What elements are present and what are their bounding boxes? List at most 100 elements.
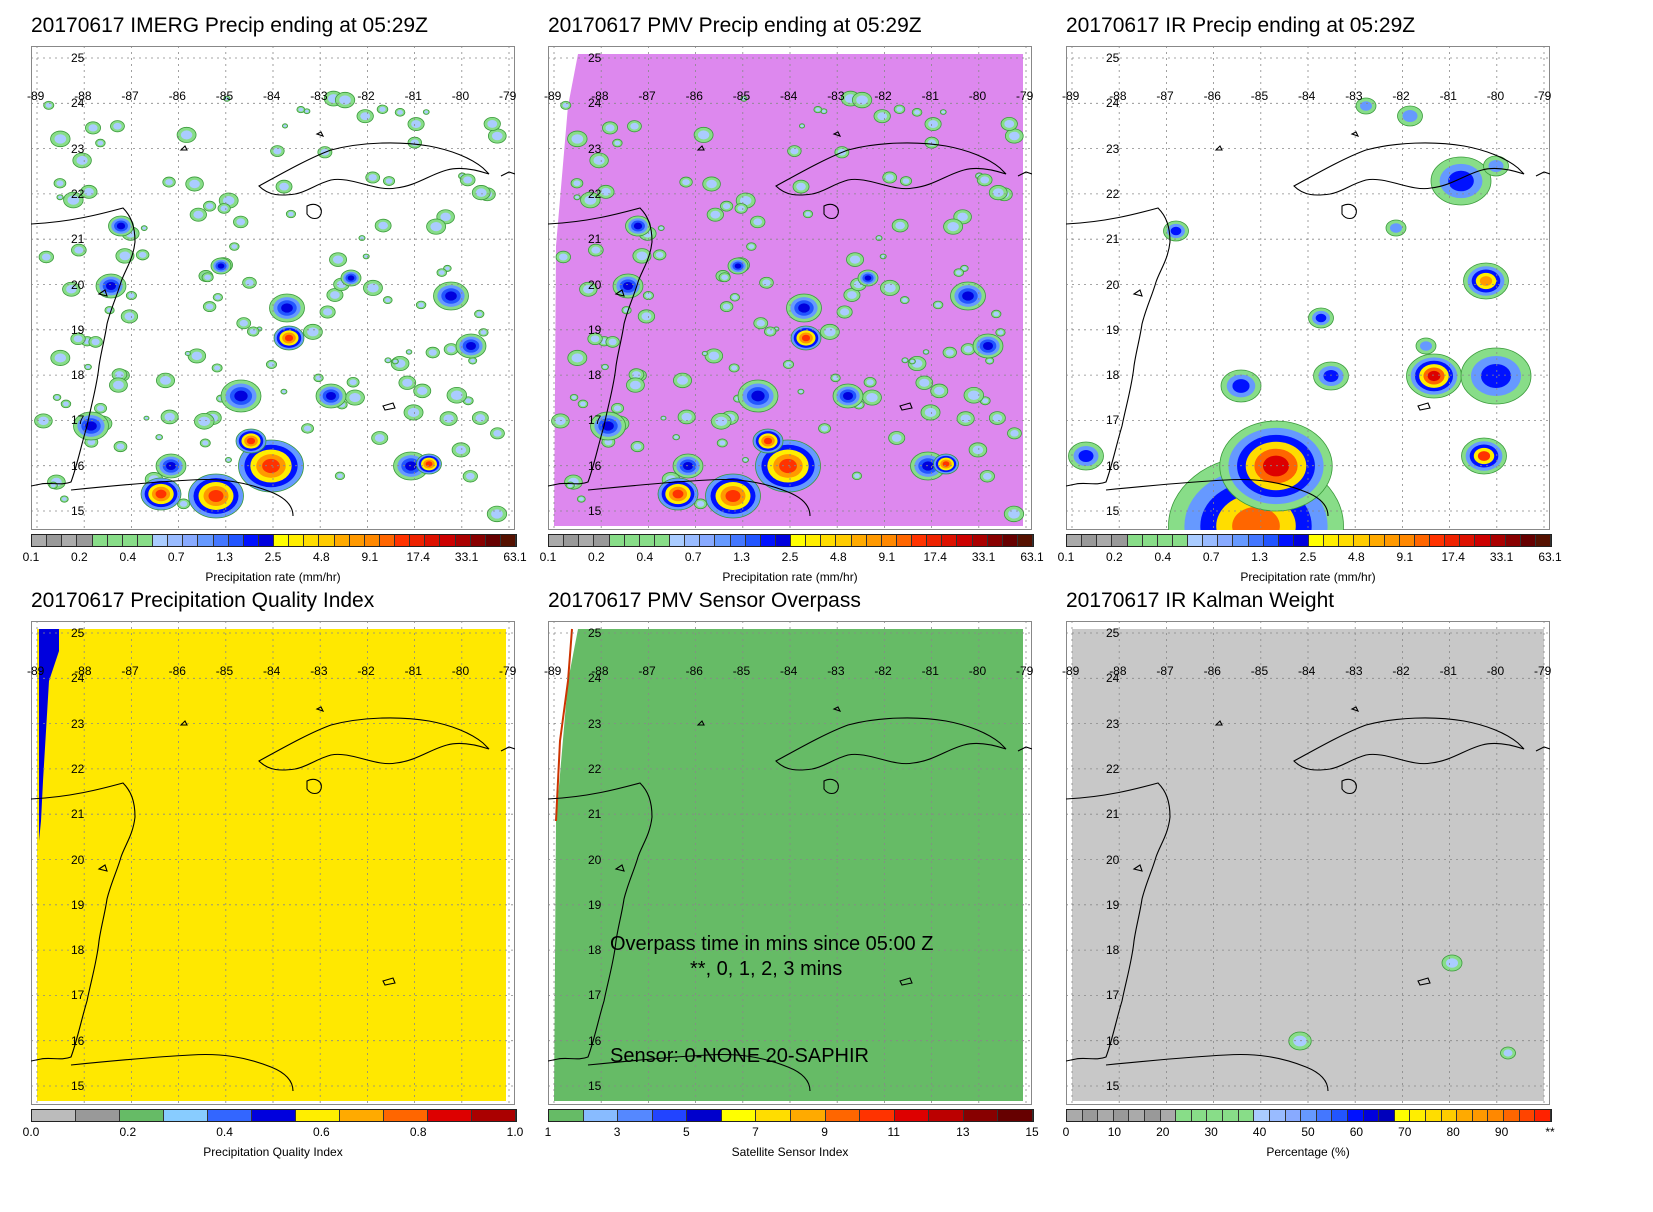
- latitude-label: 18: [1106, 368, 1120, 383]
- color-bar-swatch: [1172, 535, 1188, 546]
- latitude-label: 19: [588, 322, 602, 337]
- coastline: [1017, 746, 1032, 752]
- light-rain-cell: [142, 226, 147, 230]
- color-bar-tick-label: 10: [1107, 1125, 1122, 1139]
- color-bar-swatch: [228, 535, 244, 546]
- map-area[interactable]: 25 24 23 22 21 20 19 18 17 16 15 -89 -88 -87 -86 -85 -84…: [1062, 621, 1551, 1105]
- latitude-label: 17: [71, 413, 85, 428]
- latitude-label: 21: [588, 807, 602, 822]
- color-bar-swatch: [775, 535, 791, 546]
- color-bar-swatch: [942, 535, 958, 546]
- panel-title: 20170617 IR Precip ending at 05:29Z: [1066, 14, 1416, 37]
- coastline: [614, 289, 625, 297]
- color-bar-swatch: [624, 535, 640, 546]
- color-bar-swatch: [304, 535, 320, 546]
- light-rain-cell: [54, 134, 67, 144]
- light-rain-cell: [114, 371, 124, 379]
- light-rain-cell: [1008, 509, 1020, 519]
- color-bar-tick-label: 1.3: [733, 550, 750, 564]
- color-bar-swatch: [1160, 1110, 1177, 1121]
- color-bar-swatch: [340, 1110, 384, 1121]
- color-bar-swatch: [1445, 535, 1461, 546]
- light-rain-cell: [715, 416, 728, 427]
- coastline: [315, 706, 325, 712]
- coastline: [1017, 171, 1032, 177]
- longitude-label: -88: [1109, 664, 1127, 678]
- light-rain-cell: [245, 279, 254, 287]
- light-rain-cell: [205, 203, 214, 210]
- map-area[interactable]: 25 24 23 22 21 20 19 18 17 16 15 -89 -88 -87 -86 -85 -84…: [544, 621, 1033, 1105]
- longitude-label: -88: [74, 664, 92, 678]
- latitude-label: 19: [588, 897, 602, 912]
- light-rain-cell: [600, 187, 611, 196]
- medium-rain-cell: [602, 421, 614, 431]
- light-rain-cell: [737, 205, 745, 212]
- light-rain-cell: [418, 302, 424, 308]
- map-area[interactable]: 25 24 23 22 21 20 19 18 17 16 15 -89 -88 -87 -86 -85 -84…: [27, 46, 516, 530]
- color-bar-swatch: [198, 535, 214, 546]
- light-rain-cell: [204, 274, 212, 280]
- coastline: [31, 782, 136, 1062]
- coastline: [382, 977, 396, 986]
- latitude-label: 19: [71, 322, 85, 337]
- ir-rain-cell: [1488, 160, 1504, 172]
- longitude-label: -87: [638, 89, 656, 103]
- light-rain-cell: [982, 398, 989, 404]
- color-bar: [1066, 534, 1552, 547]
- medium-rain-cell: [347, 275, 355, 281]
- color-bar-swatch: [1457, 1110, 1473, 1121]
- color-bar: [1066, 1109, 1552, 1122]
- map-area[interactable]: 25 24 23 22 21 20 19 18 17 16 15 -89 -88 -87 -86 -85 -84…: [1062, 46, 1551, 530]
- color-bar-tick-label: **: [1545, 1125, 1555, 1139]
- map-area[interactable]: 25 24 23 22 21 20 19 18 17 16 15 -89 -88 -87 -86 -85 -84…: [544, 46, 1033, 530]
- color-bar-swatch: [1430, 535, 1446, 546]
- latitude-label: 24: [588, 96, 602, 111]
- longitude-label: -85: [215, 664, 234, 678]
- color-bar-swatch: [1379, 1110, 1395, 1121]
- light-rain-cell: [385, 297, 391, 303]
- coastline: [1535, 171, 1550, 177]
- light-rain-cell: [972, 445, 984, 455]
- light-rain-cell: [997, 330, 1004, 335]
- medium-rain-cell: [623, 282, 633, 290]
- color-bar-tick-label: 7: [752, 1125, 759, 1139]
- light-rain-cell: [349, 379, 357, 386]
- color-bar-tick-label: 0.4: [636, 550, 654, 564]
- coastline: [382, 402, 396, 411]
- light-rain-cell: [721, 274, 729, 280]
- coastline: [1417, 977, 1431, 986]
- coastline: [1066, 207, 1171, 487]
- light-rain-cell: [877, 236, 881, 240]
- coastline: [1105, 1053, 1329, 1092]
- light-rain-cell: [424, 110, 429, 114]
- light-rain-cell: [571, 134, 584, 144]
- color-bar-swatch: [1127, 535, 1143, 546]
- light-rain-cell: [179, 500, 188, 507]
- color-bar-swatch: [120, 1110, 164, 1121]
- color-bar-swatch: [1238, 1110, 1255, 1121]
- light-rain-cell: [67, 195, 80, 205]
- color-bar-swatch: [1112, 535, 1128, 546]
- light-rain-cell: [748, 244, 755, 249]
- light-rain-cell: [74, 246, 84, 254]
- color-bar-tick-label: 33.1: [454, 550, 479, 564]
- map-area[interactable]: 25 24 23 22 21 20 19 18 17 16 15 -89 -88 -87 -86 -85 -84…: [27, 621, 516, 1105]
- longitude-label: -84: [780, 664, 798, 678]
- light-rain-cell: [443, 414, 454, 423]
- color-bar-tick-label: 1.0: [506, 1125, 524, 1139]
- longitude-label: -82: [1392, 664, 1410, 678]
- light-rain-cell: [967, 390, 980, 400]
- light-rain-cell: [360, 236, 364, 240]
- color-bar-swatch: [1129, 1110, 1146, 1121]
- latitude-label: 16: [71, 458, 85, 473]
- ir-rain-cell: [1078, 450, 1094, 462]
- light-rain-cell: [332, 255, 344, 264]
- light-rain-cell: [91, 338, 100, 346]
- color-bar-swatch: [929, 1110, 964, 1121]
- color-bar-swatch: [790, 1110, 826, 1121]
- light-rain-cell: [220, 205, 228, 212]
- light-rain-cell: [633, 443, 642, 450]
- heavy-rain-core: [246, 437, 256, 445]
- longitude-label: -89: [544, 664, 562, 678]
- latitude-label: 21: [1106, 807, 1120, 822]
